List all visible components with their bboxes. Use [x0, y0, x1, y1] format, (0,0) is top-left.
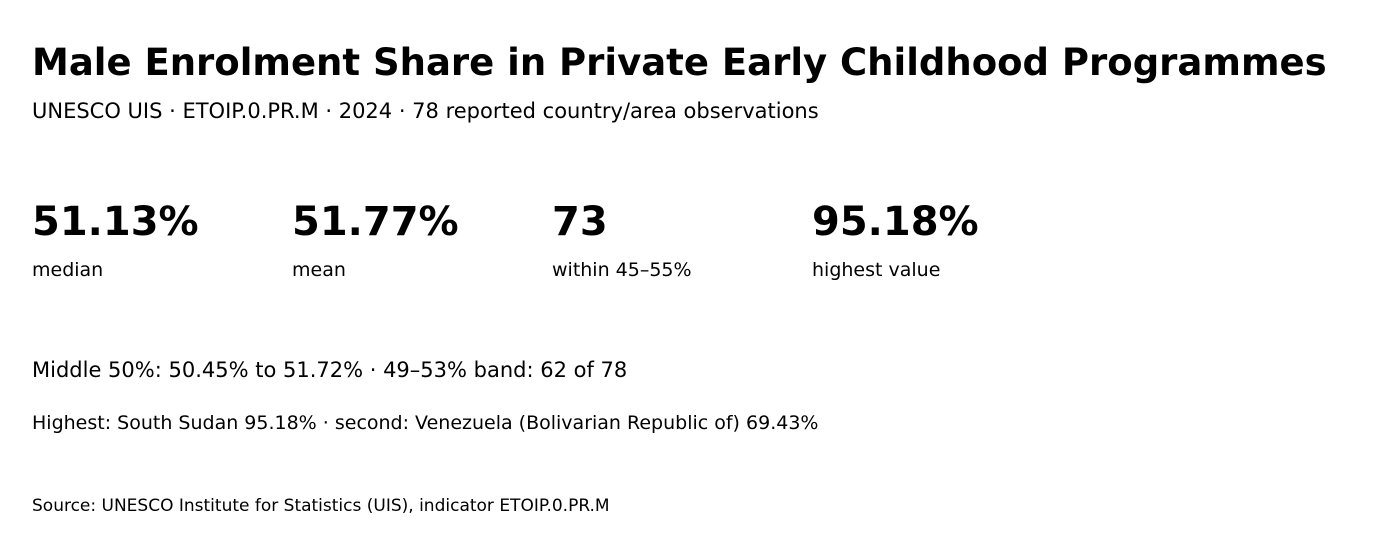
stat-highest: 95.18% highest value	[812, 196, 1062, 282]
stat-highest-label: highest value	[812, 259, 941, 281]
page-title: Male Enrolment Share in Private Early Ch…	[32, 41, 1327, 84]
page-subtitle: UNESCO UIS · ETOIP.0.PR.M · 2024 · 78 re…	[32, 99, 819, 123]
stat-median-label: median	[32, 259, 104, 281]
middle-range-note: Middle 50%: 50.45% to 51.72% · 49–53% ba…	[32, 358, 628, 382]
stat-mean-value: 51.77%	[292, 199, 459, 245]
highest-values-note: Highest: South Sudan 95.18% · second: Ve…	[32, 412, 819, 434]
stat-highest-value: 95.18%	[812, 199, 979, 245]
stat-mean-label: mean	[292, 259, 346, 281]
stat-within-band-label: within 45–55%	[552, 259, 692, 281]
stat-within-band-value: 73	[552, 199, 608, 245]
stat-median-value: 51.13%	[32, 199, 199, 245]
stat-mean: 51.77% mean	[292, 196, 542, 282]
source-note: Source: UNESCO Institute for Statistics …	[32, 496, 610, 516]
stat-within-band: 73 within 45–55%	[552, 196, 802, 282]
stat-median: 51.13% median	[32, 196, 282, 282]
